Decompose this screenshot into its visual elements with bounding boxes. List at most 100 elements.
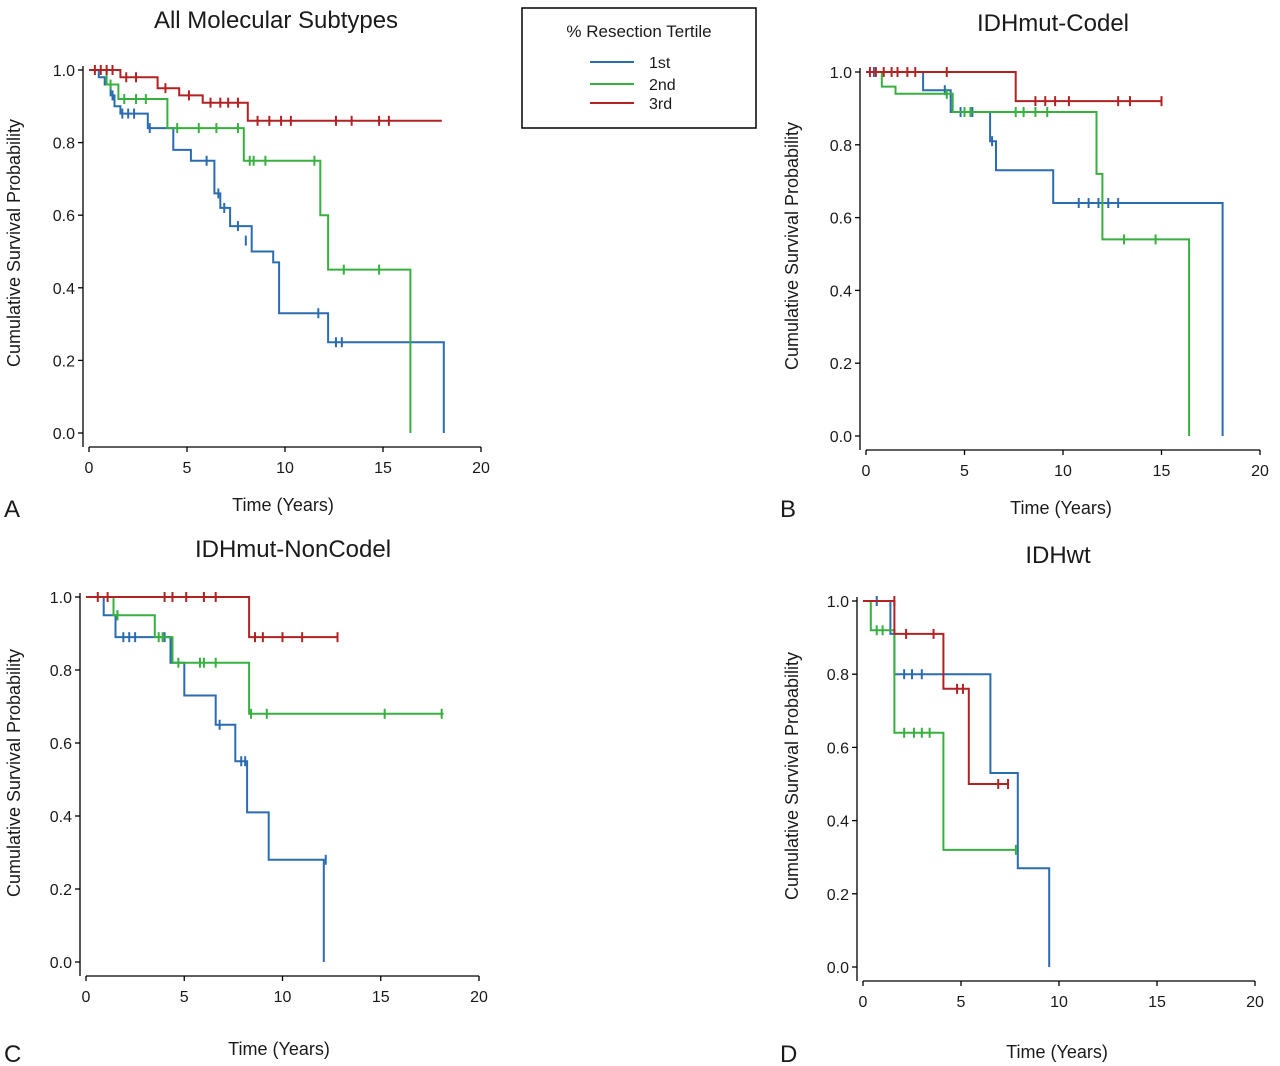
y-tick-label: 0.8 [827, 667, 849, 684]
x-tick-label: 15 [1153, 463, 1171, 480]
panel-title: IDHmut-Codel [977, 10, 1129, 37]
x-tick-label: 5 [957, 994, 966, 1011]
axes: 0 5 10 15 20 0.0 0.2 0.4 0.6 0.8 1.0 [50, 590, 488, 1006]
y-tick-label: 0.8 [830, 138, 852, 155]
x-axis-label: Time (Years) [228, 1039, 330, 1059]
y-tick-label: 0.6 [827, 740, 849, 757]
panel-a: All Molecular Subtypes A Time (Years) Cu… [4, 7, 490, 523]
survival-curve-1st [86, 596, 325, 962]
y-tick-label: 0.8 [53, 136, 75, 153]
y-tick-label: 0.6 [53, 208, 75, 225]
y-tick-label: 1.0 [53, 63, 75, 80]
x-tick-label: 5 [183, 460, 192, 477]
y-tick-label: 1.0 [830, 65, 852, 82]
x-tick-label: 0 [862, 463, 871, 480]
axes: 0 5 10 15 20 0.0 0.2 0.4 0.6 0.8 1.0 [827, 594, 1264, 1011]
legend: % Resection Tertile 1st 2nd 3rd [521, 7, 757, 129]
x-tick-label: 0 [859, 994, 868, 1011]
x-axis-label: Time (Years) [1006, 1042, 1108, 1062]
survival-curve-3rd [863, 600, 1008, 785]
series-1st [89, 69, 445, 433]
panel-c: IDHmut-NonCodel C Time (Years) Cumulativ… [4, 536, 488, 1066]
legend-label-1st: 1st [649, 55, 671, 72]
legend-box [521, 7, 757, 129]
series-1st [863, 596, 1051, 967]
y-tick-label: 0.8 [50, 663, 72, 680]
series-2nd [863, 600, 1017, 855]
legend-label-2nd: 2nd [649, 77, 676, 94]
y-tick-label: 1.0 [50, 590, 72, 607]
x-axis-label: Time (Years) [232, 495, 334, 515]
y-tick-label: 0.0 [827, 960, 849, 977]
series-3rd [866, 67, 1163, 107]
panel-label: D [780, 1041, 797, 1066]
legend-label-3rd: 3rd [649, 96, 672, 113]
x-tick-label: 10 [276, 460, 294, 477]
x-tick-label: 20 [470, 989, 488, 1006]
y-tick-label: 0.2 [53, 353, 75, 370]
panel-label: A [4, 496, 20, 523]
panel-title: All Molecular Subtypes [154, 7, 398, 34]
series-2nd [866, 71, 1191, 436]
panel-d: IDHwt D Time (Years) Cumulative Survival… [780, 542, 1264, 1066]
series-1st [866, 67, 1224, 436]
series-3rd [86, 592, 339, 643]
y-tick-label: 0.6 [830, 211, 852, 228]
y-tick-label: 0.6 [50, 736, 72, 753]
y-axis-label: Cumulative Survival Probability [4, 119, 24, 367]
survival-curve-3rd [89, 69, 442, 122]
y-tick-label: 0.2 [50, 882, 72, 899]
x-tick-label: 20 [1251, 463, 1269, 480]
y-tick-label: 0.0 [50, 955, 72, 972]
x-tick-label: 5 [180, 989, 189, 1006]
x-tick-label: 15 [1148, 994, 1166, 1011]
series-2nd [89, 69, 412, 433]
y-tick-label: 0.4 [827, 814, 849, 831]
survival-curve-1st [863, 600, 1051, 967]
x-tick-label: 15 [374, 460, 392, 477]
series-1st [86, 596, 327, 962]
panel-title: IDHwt [1025, 542, 1091, 569]
y-axis-label: Cumulative Survival Probability [782, 122, 802, 370]
panel-b: IDHmut-Codel B Time (Years) Cumulative S… [780, 10, 1269, 523]
x-tick-label: 10 [1054, 463, 1072, 480]
panel-title: IDHmut-NonCodel [195, 536, 391, 563]
survival-curve-1st [866, 71, 1224, 436]
series-3rd [863, 596, 1010, 789]
y-tick-label: 0.0 [53, 426, 75, 443]
x-tick-label: 10 [1050, 994, 1068, 1011]
survival-curve-2nd [863, 600, 1016, 851]
legend-item-2nd: 2nd [590, 77, 676, 94]
axes: 0 5 10 15 20 0.0 0.2 0.4 0.6 0.8 1.0 [53, 63, 490, 477]
survival-curve-2nd [89, 69, 412, 433]
x-tick-label: 20 [1246, 994, 1264, 1011]
legend-item-3rd: 3rd [590, 96, 672, 113]
legend-item-1st: 1st [590, 55, 671, 72]
y-tick-label: 0.4 [50, 809, 72, 826]
y-axis-label: Cumulative Survival Probability [4, 649, 24, 897]
panel-label: B [780, 496, 796, 523]
survival-curve-2nd [866, 71, 1191, 436]
survival-curve-3rd [86, 596, 338, 639]
y-tick-label: 0.0 [830, 429, 852, 446]
y-tick-label: 0.4 [830, 283, 852, 300]
x-tick-label: 5 [960, 463, 969, 480]
survival-curve-2nd [86, 596, 444, 715]
x-tick-label: 15 [372, 989, 390, 1006]
x-axis-label: Time (Years) [1010, 498, 1112, 518]
survival-curve-1st [89, 69, 445, 433]
x-tick-label: 0 [85, 460, 94, 477]
y-tick-label: 0.4 [53, 281, 75, 298]
x-tick-label: 0 [82, 989, 91, 1006]
legend-title: % Resection Tertile [566, 22, 711, 41]
axes: 0 5 10 15 20 0.0 0.2 0.4 0.6 0.8 1.0 [830, 65, 1269, 480]
series-2nd [86, 596, 444, 719]
series-3rd [89, 65, 442, 126]
survival-curve-3rd [866, 71, 1162, 103]
y-tick-label: 0.2 [830, 356, 852, 373]
y-axis-label: Cumulative Survival Probability [782, 652, 802, 900]
x-tick-label: 10 [274, 989, 292, 1006]
x-tick-label: 20 [472, 460, 490, 477]
panel-label: C [4, 1041, 21, 1066]
